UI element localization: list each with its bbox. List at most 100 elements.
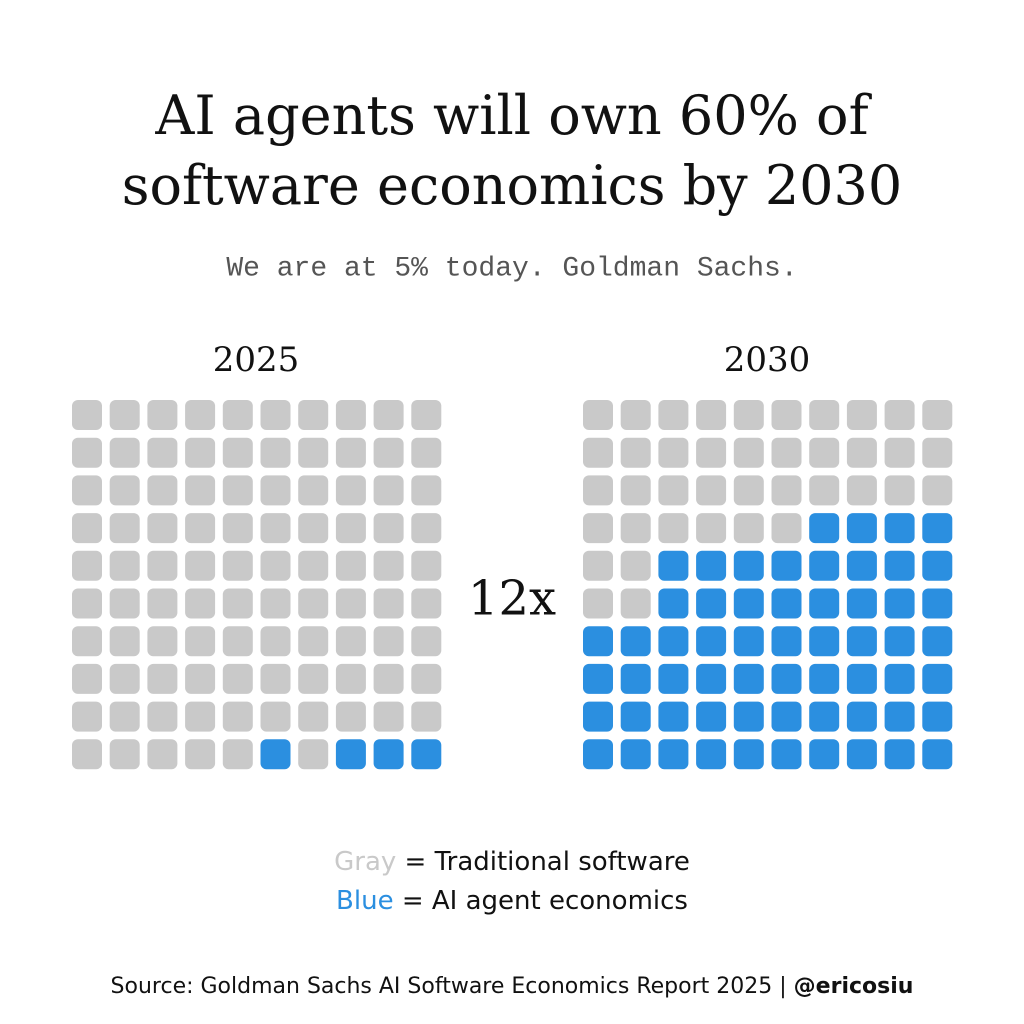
waffle-cell bbox=[583, 513, 613, 544]
waffle-cell bbox=[696, 588, 727, 619]
waffle-cell bbox=[72, 663, 102, 694]
multiplier: 12x bbox=[468, 571, 556, 627]
waffle-cell bbox=[335, 739, 366, 770]
waffle-cell bbox=[771, 626, 802, 657]
waffle-cell bbox=[846, 400, 877, 430]
waffle-cell bbox=[72, 475, 102, 506]
waffle-cell bbox=[922, 701, 953, 732]
waffle-cell bbox=[72, 550, 102, 581]
handle: @ericosiu bbox=[794, 974, 914, 999]
waffle-cell bbox=[809, 626, 840, 657]
waffle-cell bbox=[147, 701, 178, 732]
waffle-cell bbox=[922, 475, 953, 506]
waffle-cell bbox=[260, 663, 291, 694]
waffle-cell bbox=[185, 513, 216, 544]
waffle-cell bbox=[620, 663, 651, 694]
waffle-cell bbox=[109, 663, 140, 694]
waffle-cell bbox=[411, 437, 442, 468]
waffle-cell bbox=[771, 701, 802, 732]
waffle-cell bbox=[733, 475, 764, 506]
waffle-cell bbox=[222, 400, 253, 430]
waffle-cell bbox=[884, 475, 915, 506]
waffle-cell bbox=[298, 437, 329, 468]
waffle-cell bbox=[298, 663, 329, 694]
waffle-cell bbox=[335, 437, 366, 468]
waffle-cell bbox=[260, 626, 291, 657]
waffle-cell bbox=[620, 739, 651, 770]
waffle-cell bbox=[771, 400, 802, 430]
waffle-cell bbox=[809, 739, 840, 770]
waffle-cell bbox=[260, 701, 291, 732]
waffle-cell bbox=[411, 663, 442, 694]
waffle-cell bbox=[335, 513, 366, 544]
waffle-cell bbox=[884, 437, 915, 468]
waffle-cell bbox=[658, 513, 689, 544]
waffle-cell bbox=[696, 513, 727, 544]
waffle-cell bbox=[147, 437, 178, 468]
waffle-cell bbox=[884, 400, 915, 430]
waffle-cell bbox=[658, 588, 689, 619]
waffle-cell bbox=[222, 739, 253, 770]
waffle-cell bbox=[658, 400, 689, 430]
waffle-cell bbox=[696, 475, 727, 506]
waffle-cell bbox=[583, 588, 613, 619]
waffle-cell bbox=[373, 588, 404, 619]
waffle-cell bbox=[335, 550, 366, 581]
waffle-cell bbox=[335, 663, 366, 694]
waffle-cell bbox=[922, 400, 953, 430]
waffle-cell bbox=[373, 663, 404, 694]
waffle-cell bbox=[620, 588, 651, 619]
legend-text: = Traditional software bbox=[405, 847, 690, 877]
waffle-cell bbox=[658, 739, 689, 770]
waffle-cell bbox=[411, 701, 442, 732]
legend-key: Gray bbox=[334, 847, 396, 877]
waffle-cell bbox=[620, 475, 651, 506]
waffle-cell bbox=[72, 739, 102, 770]
waffle-cell bbox=[298, 701, 329, 732]
waffle-cell bbox=[298, 626, 329, 657]
waffle-cell bbox=[809, 400, 840, 430]
waffle-cell bbox=[809, 588, 840, 619]
waffle-cell bbox=[846, 513, 877, 544]
waffle-cell bbox=[771, 588, 802, 619]
waffle-cell bbox=[658, 550, 689, 581]
waffle-cell bbox=[809, 663, 840, 694]
waffle-cell bbox=[733, 739, 764, 770]
waffle-cell bbox=[411, 550, 442, 581]
waffle-cell bbox=[72, 437, 102, 468]
waffle-cell bbox=[335, 475, 366, 506]
waffle-cell bbox=[696, 701, 727, 732]
waffle-cell bbox=[373, 626, 404, 657]
waffle-cell bbox=[222, 663, 253, 694]
waffle-cell bbox=[771, 475, 802, 506]
waffle-cell bbox=[411, 400, 442, 430]
waffle-cell bbox=[733, 513, 764, 544]
waffle-cell bbox=[260, 588, 291, 619]
waffle-cell bbox=[922, 739, 953, 770]
waffle-cell bbox=[147, 626, 178, 657]
waffle-cell bbox=[583, 663, 613, 694]
waffle-cell bbox=[809, 437, 840, 468]
waffle-cell bbox=[620, 626, 651, 657]
waffle-cell bbox=[298, 739, 329, 770]
waffle-cell bbox=[109, 739, 140, 770]
waffle-cell bbox=[411, 475, 442, 506]
waffle-cell bbox=[771, 550, 802, 581]
waffle-cell bbox=[373, 701, 404, 732]
waffle-cell bbox=[109, 626, 140, 657]
waffle-cell bbox=[147, 739, 178, 770]
waffle-cell bbox=[185, 626, 216, 657]
waffle-cell bbox=[620, 400, 651, 430]
waffle-cell bbox=[620, 550, 651, 581]
waffle-cell bbox=[658, 475, 689, 506]
waffle-cell bbox=[771, 739, 802, 770]
waffle-cell bbox=[147, 513, 178, 544]
waffle-cell bbox=[335, 588, 366, 619]
waffle-cell bbox=[884, 513, 915, 544]
panel-label: 2030 bbox=[724, 340, 811, 380]
waffle-cell bbox=[583, 437, 613, 468]
waffle-cell bbox=[411, 626, 442, 657]
waffle-cell bbox=[373, 550, 404, 581]
waffle-cell bbox=[846, 701, 877, 732]
